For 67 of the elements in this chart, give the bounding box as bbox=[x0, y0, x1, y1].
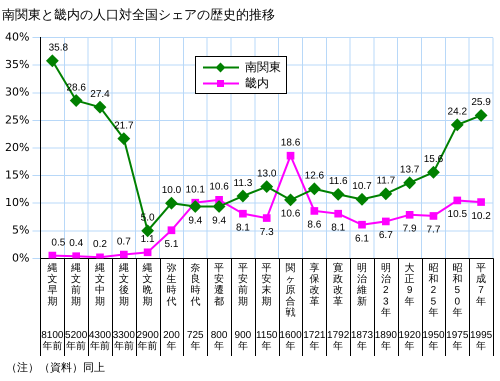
x-tick-label: 関ヶ原合戦 1600年 bbox=[279, 262, 302, 352]
data-label: 9.4 bbox=[188, 215, 203, 226]
category-label: 平安遷都 800年 bbox=[210, 262, 228, 352]
data-label: 21.7 bbox=[114, 120, 134, 132]
category-label: 享保改革 1721年 bbox=[303, 262, 326, 352]
category-label: 縄文早期 8100年前 bbox=[41, 262, 64, 352]
category-label: 平安末期 1150年 bbox=[256, 262, 278, 352]
data-label: 0.2 bbox=[93, 239, 108, 250]
chart-title: 南関東と畿内の人口対全国シェアの歴史的推移 bbox=[2, 7, 275, 24]
data-label: 11.6 bbox=[328, 176, 348, 188]
y-tick-label: 30% bbox=[4, 86, 30, 99]
data-label: 10.2 bbox=[471, 210, 492, 222]
category-label: 平安前期 900年 bbox=[234, 262, 252, 352]
data-label: 8.6 bbox=[307, 220, 322, 231]
data-label: 11.3 bbox=[234, 178, 253, 189]
data-label: 8.1 bbox=[331, 222, 346, 234]
legend-label: 南関東 bbox=[245, 59, 281, 75]
category-label: 弥生時代 200年 bbox=[163, 262, 180, 352]
y-tick-label: 5% bbox=[12, 224, 30, 237]
y-tick-label: 25% bbox=[4, 113, 30, 126]
text: （注）（資料）同上 bbox=[6, 360, 105, 375]
y-tick-label: 35% bbox=[4, 58, 30, 72]
data-label: 18.6 bbox=[280, 137, 301, 148]
data-label: 12.6 bbox=[304, 170, 325, 182]
x-tick-label: 昭和50年 1975年 bbox=[446, 262, 469, 352]
data-label: 10.7 bbox=[352, 181, 372, 192]
data-label: 10.6 bbox=[280, 208, 301, 220]
data-label: 13.7 bbox=[400, 164, 420, 176]
legend-label: 畿内 bbox=[245, 75, 269, 91]
category-label: 大正9年 1920年 bbox=[398, 262, 421, 352]
y-tick-label: 40% bbox=[4, 30, 30, 44]
data-label: 9.4 bbox=[212, 215, 226, 226]
data-label: 27.4 bbox=[90, 88, 110, 100]
category-label: 寛政改革 1792年 bbox=[327, 262, 350, 352]
data-label: 6.1 bbox=[355, 233, 370, 244]
data-label: 11.7 bbox=[376, 176, 396, 187]
data-label: 7.9 bbox=[402, 224, 418, 235]
y-tick-label: 15% bbox=[4, 168, 30, 182]
data-label: 8.1 bbox=[236, 222, 250, 234]
data-label: 10.6 bbox=[209, 182, 230, 193]
data-label: 13.0 bbox=[256, 168, 277, 180]
data-label: 10.5 bbox=[448, 209, 468, 220]
data-label: 25.9 bbox=[471, 97, 492, 108]
data-label: 1.1 bbox=[140, 234, 156, 246]
category-label: 縄文中期 4300年前 bbox=[88, 262, 112, 352]
y-tick-label: 0% bbox=[12, 251, 30, 264]
category-label: 明治維新 1873年 bbox=[350, 262, 374, 352]
category-label: 縄文後期 3300年前 bbox=[112, 262, 135, 352]
category-label: 縄文前期 5200年前 bbox=[65, 262, 88, 352]
x-tick-label: 明治23年 1890年 bbox=[374, 262, 398, 352]
x-tick-label: 昭和25年 1950年 bbox=[422, 262, 446, 352]
y-tick-label: 20% bbox=[4, 140, 30, 154]
data-label: 0.5 bbox=[51, 237, 66, 248]
category-label: 縄文晩期 2900年前 bbox=[136, 262, 159, 352]
category-label: 平成7年 1995年 bbox=[470, 262, 492, 352]
data-label: 6.7 bbox=[378, 230, 394, 242]
data-label: 7.7 bbox=[426, 224, 441, 236]
data-label: 0.7 bbox=[116, 236, 132, 248]
category-label: 奈良時代 725年 bbox=[186, 262, 204, 352]
data-label: 0.4 bbox=[69, 238, 84, 249]
data-label: 7.3 bbox=[260, 226, 274, 238]
data-label: 10.0 bbox=[162, 184, 182, 196]
data-label: 10.1 bbox=[186, 184, 206, 196]
data-label: 5.1 bbox=[164, 239, 179, 250]
y-tick-label: 10% bbox=[4, 196, 30, 210]
data-label: 24.2 bbox=[448, 106, 468, 118]
data-label: 35.8 bbox=[48, 42, 69, 54]
